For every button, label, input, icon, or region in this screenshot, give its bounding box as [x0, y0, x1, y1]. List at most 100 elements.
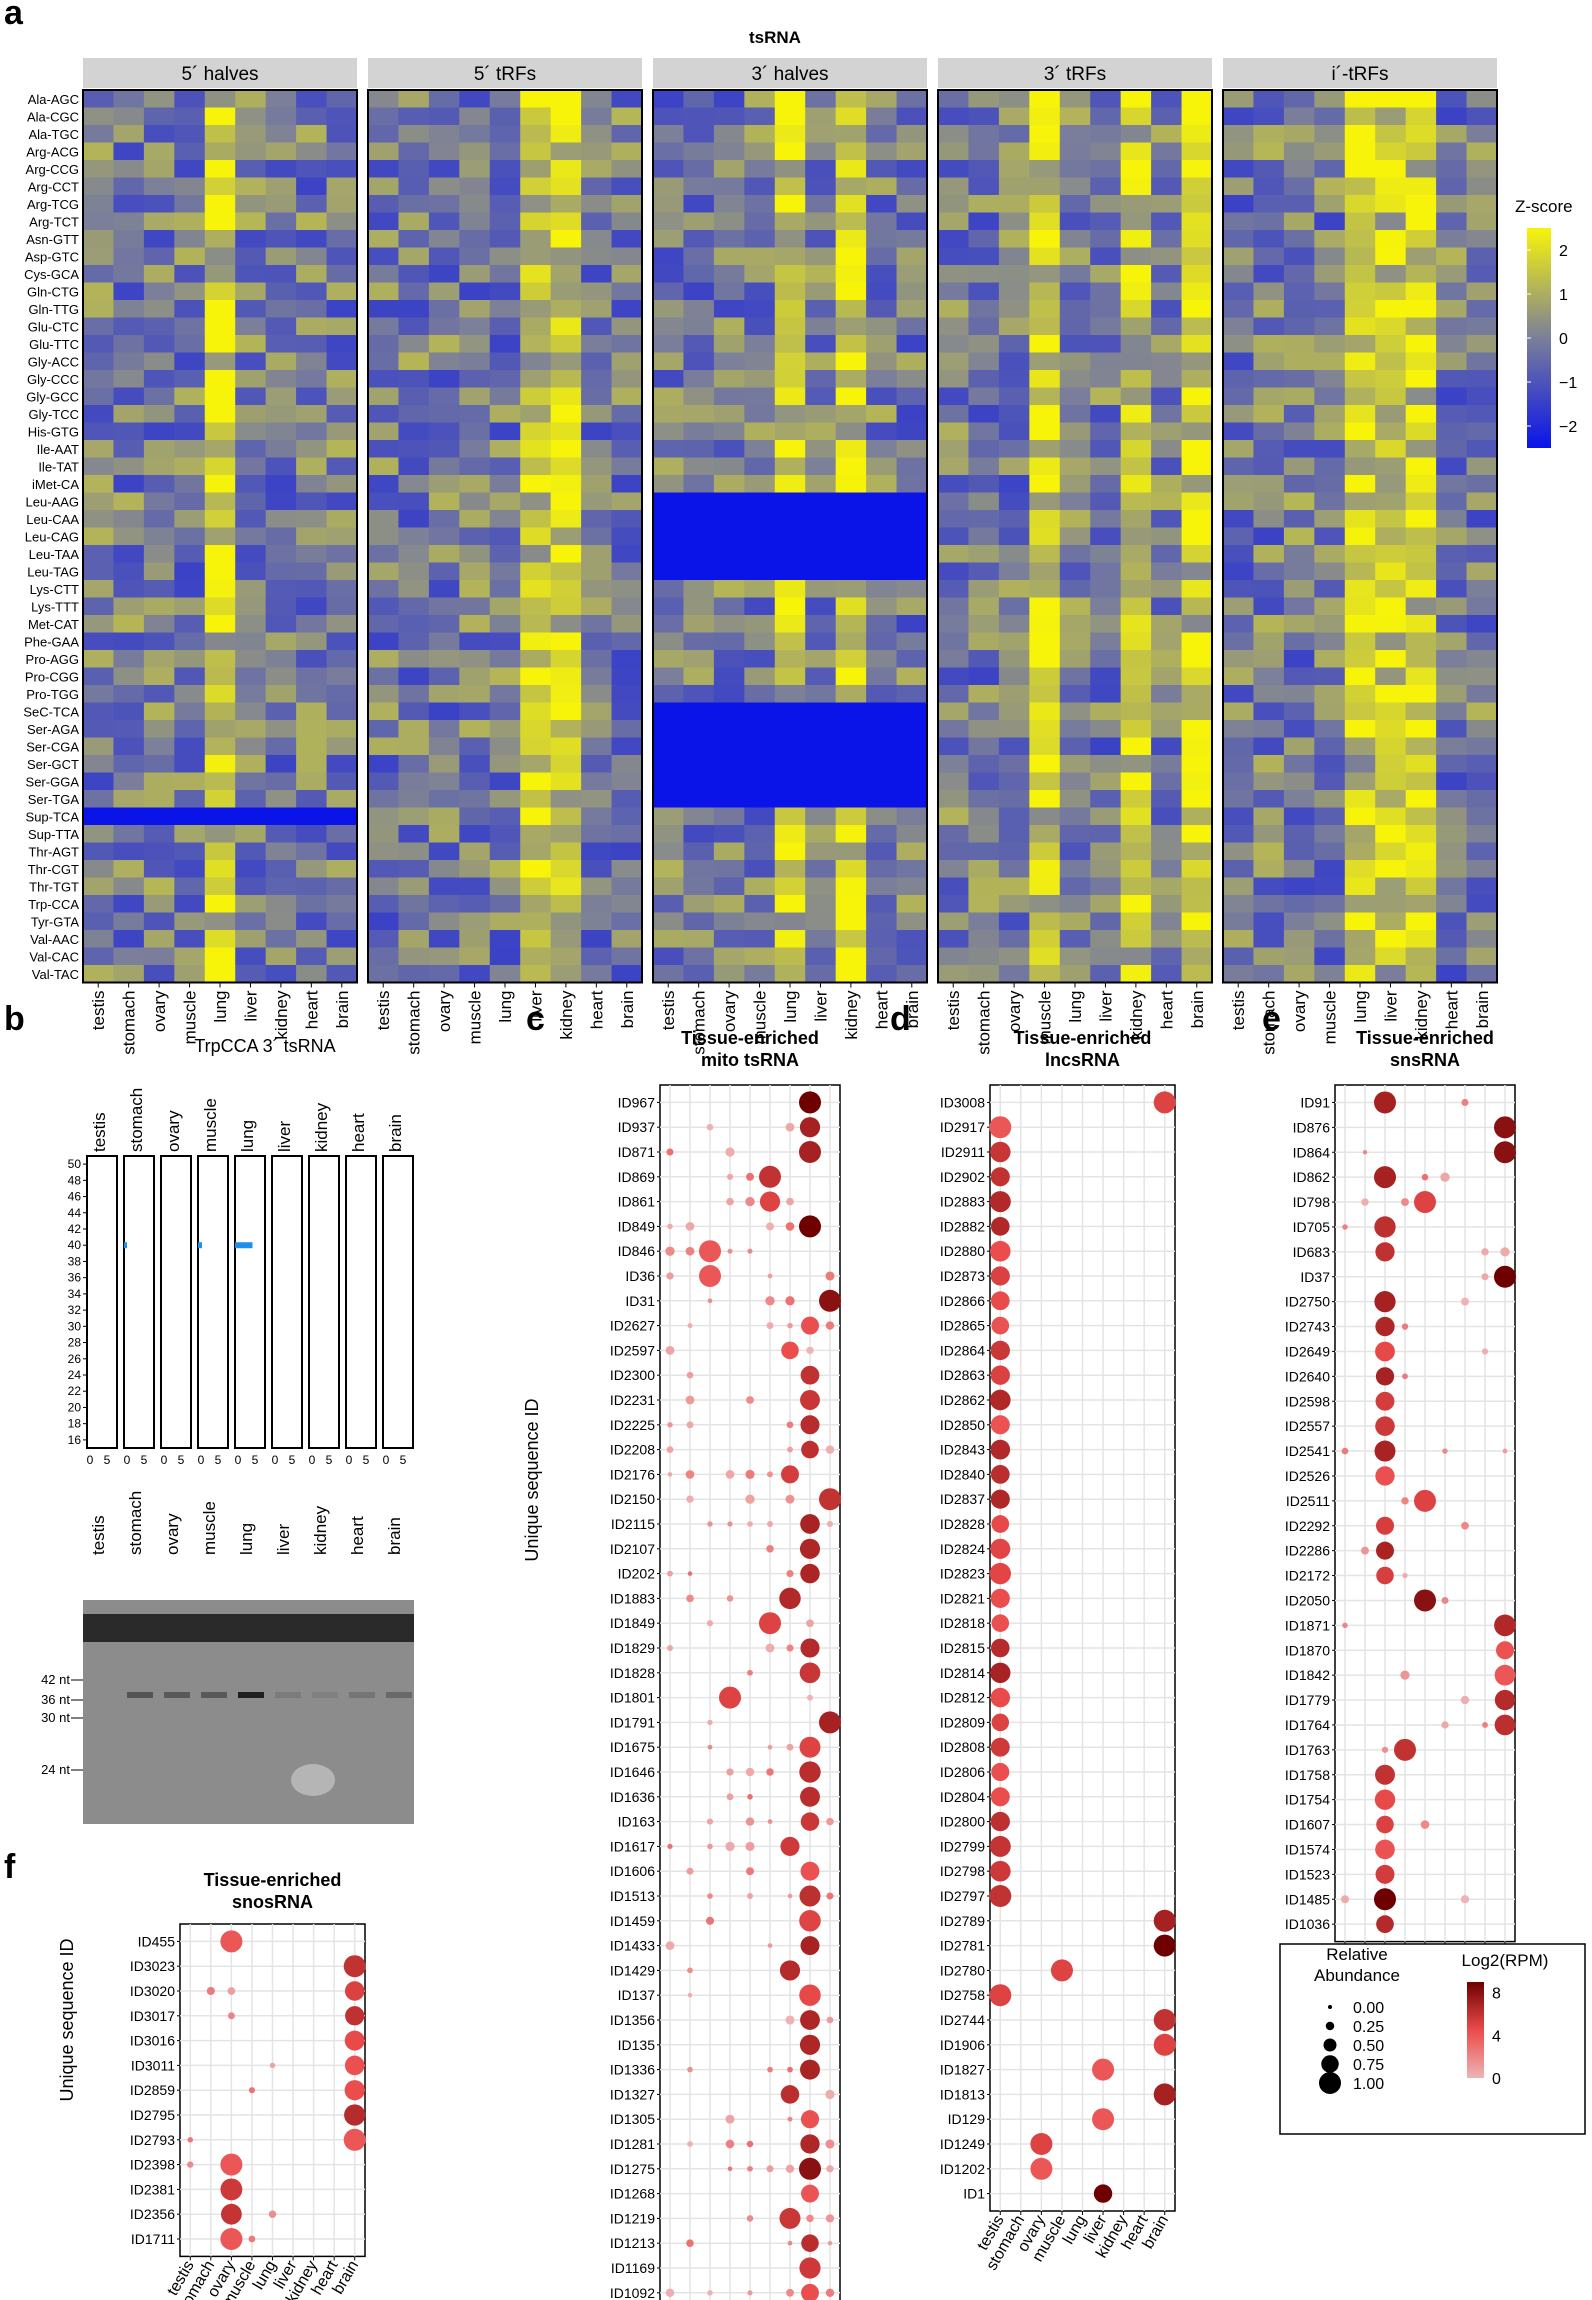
- heatmap-cell: [683, 317, 715, 336]
- dotplot-point: [785, 1494, 795, 1504]
- dotplot-point: [806, 1346, 814, 1355]
- dotplot-id-label: ID2649: [1285, 1343, 1330, 1359]
- heatmap-cell: [398, 300, 430, 319]
- heatmap-cell: [968, 702, 1000, 721]
- heatmap-cell: [1375, 737, 1407, 756]
- heatmap-row-label: Pro-CGG: [25, 669, 79, 684]
- heatmap-cell: [805, 300, 837, 319]
- heatmap-cell: [805, 562, 837, 581]
- dotplot-point: [779, 1587, 801, 1610]
- dotplot-point: [1375, 1764, 1395, 1785]
- heatmap-cell: [398, 352, 430, 371]
- heatmap-cell: [835, 772, 867, 791]
- heatmap-cell: [998, 475, 1030, 494]
- heatmap-cell: [998, 492, 1030, 511]
- heatmap-cell: [204, 545, 236, 564]
- heatmap-x-label: ovary: [1005, 990, 1024, 1032]
- heatmap-cell: [774, 282, 806, 301]
- heatmap-cell: [1029, 125, 1061, 144]
- heatmap-cell: [398, 265, 430, 284]
- heatmap-cell: [1223, 632, 1255, 651]
- heatmap-cell: [581, 370, 613, 389]
- heatmap-cell: [1436, 492, 1468, 511]
- dotplot-point: [799, 1910, 821, 1932]
- heatmap-cell: [653, 790, 685, 809]
- dotplot-point: [990, 1167, 1010, 1187]
- heatmap-cell: [326, 755, 358, 774]
- heatmap-cell: [896, 702, 928, 721]
- heatmap-cell: [1151, 545, 1183, 564]
- heatmap-cell: [611, 405, 643, 424]
- heatmap-cell: [744, 912, 776, 931]
- heatmap-cell: [653, 195, 685, 214]
- heatmap-cell: [1223, 335, 1255, 354]
- heatmap-cell: [683, 650, 715, 669]
- heatmap-cell: [1314, 877, 1346, 896]
- heatmap-cell: [713, 912, 745, 931]
- zscore-tick-label: −1: [1559, 375, 1577, 392]
- zscore-legend-title: Z-score: [1515, 197, 1573, 216]
- heatmap-cell: [1253, 580, 1285, 599]
- dotplot-id-label: ID1336: [610, 2062, 655, 2078]
- heatmap-cell: [550, 947, 582, 966]
- dotplot-point: [800, 2134, 820, 2154]
- heatmap-cell: [805, 492, 837, 511]
- heatmap-cell: [713, 125, 745, 144]
- heatmap-cell: [296, 597, 328, 616]
- heatmap-cell: [1283, 737, 1315, 756]
- heatmap-cell: [368, 352, 400, 371]
- heatmap-cell: [1436, 772, 1468, 791]
- heatmap-cell: [581, 632, 613, 651]
- heatmap-cell: [581, 877, 613, 896]
- heatmap-cell: [550, 667, 582, 686]
- dotplot-id-label: ID1433: [610, 1938, 655, 1954]
- heatmap-x-label: lung: [1066, 991, 1085, 1023]
- heatmap-cell: [998, 912, 1030, 931]
- heatmap-cell: [774, 142, 806, 161]
- heatmap-cell: [520, 825, 552, 844]
- heatmap-cell: [489, 527, 521, 546]
- heatmap-cell: [896, 720, 928, 739]
- heatmap-cell: [1029, 720, 1061, 739]
- heatmap-cell: [866, 142, 898, 161]
- heatmap-cell: [174, 597, 206, 616]
- dotplot-id-label: ID2511: [1286, 1493, 1330, 1509]
- heatmap-cell: [1283, 195, 1315, 214]
- heatmap-cell: [866, 667, 898, 686]
- dotplot-id-label: ID1: [963, 2186, 985, 2202]
- heatmap-cell: [611, 160, 643, 179]
- heatmap-cell: [368, 807, 400, 826]
- heatmap-cell: [550, 265, 582, 284]
- heatmap-row-label: Leu-CAA: [26, 512, 79, 527]
- heatmap-cell: [896, 685, 928, 704]
- heatmap-cell: [998, 212, 1030, 231]
- heatmap-cell: [938, 492, 970, 511]
- heatmap-cell: [520, 457, 552, 476]
- heatmap-cell: [428, 177, 460, 196]
- dotplot-point: [990, 1217, 1010, 1236]
- heatmap-cell: [83, 965, 115, 984]
- heatmap-cell: [143, 877, 175, 896]
- heatmap-cell: [653, 615, 685, 634]
- heatmap-x-label: stomach: [1260, 991, 1279, 1055]
- heatmap-cell: [744, 457, 776, 476]
- heatmap-cell: [520, 860, 552, 879]
- dotplot-id-label: ID2873: [940, 1268, 985, 1284]
- heatmap-cell: [1344, 877, 1376, 896]
- heatmap-cell: [428, 195, 460, 214]
- heatmap-cell: [550, 352, 582, 371]
- heatmap-cell: [653, 457, 685, 476]
- dotplot-point: [227, 1987, 236, 1995]
- heatmap-cell: [744, 562, 776, 581]
- heatmap-cell: [235, 370, 267, 389]
- heatmap-cell: [1090, 702, 1122, 721]
- facet-strip: [83, 58, 357, 88]
- bar-y-label: 38: [68, 1254, 82, 1268]
- heatmap-cell: [805, 90, 837, 109]
- heatmap-cell: [835, 562, 867, 581]
- heatmap-cell: [1029, 772, 1061, 791]
- heatmap-cell: [489, 702, 521, 721]
- heatmap-cell: [774, 335, 806, 354]
- dotplot-point: [989, 1389, 1011, 1411]
- heatmap-cell: [204, 317, 236, 336]
